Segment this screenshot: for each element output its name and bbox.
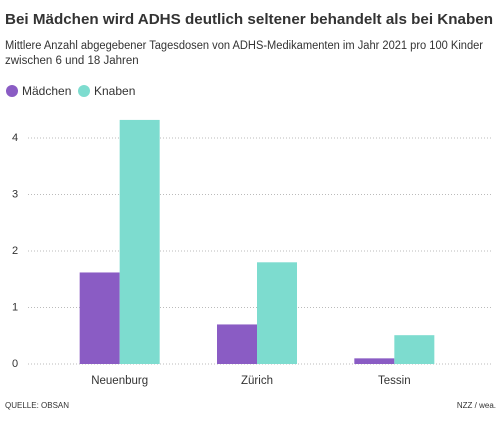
bar <box>79 272 120 364</box>
bar <box>119 119 160 364</box>
legend-label: Mädchen <box>22 84 71 98</box>
chart-subtitle: zwischen 6 und 18 Jahren <box>5 55 139 67</box>
chart-title: Bei Mädchen wird ADHS deutlich seltener … <box>5 11 493 28</box>
bar <box>217 324 257 364</box>
y-tick-label: 0 <box>12 358 18 370</box>
legend-swatch <box>6 85 18 97</box>
legend-swatch <box>78 85 90 97</box>
bar <box>394 335 435 364</box>
credit: NZZ / wea. <box>457 401 496 410</box>
x-tick-label: Tessin <box>378 375 411 387</box>
y-tick-label: 1 <box>12 301 18 313</box>
bar <box>354 358 395 364</box>
y-tick-label: 2 <box>12 245 18 257</box>
y-tick-label: 3 <box>12 188 18 200</box>
y-tick-label: 4 <box>12 132 18 144</box>
x-tick-label: Zürich <box>241 375 273 387</box>
x-tick-label: Neuenburg <box>91 375 148 387</box>
chart-subtitle: Mittlere Anzahl abgegebener Tagesdosen v… <box>5 40 483 52</box>
source: QUELLE: OBSAN <box>5 401 69 410</box>
bar <box>257 262 297 364</box>
legend-label: Knaben <box>94 84 135 98</box>
